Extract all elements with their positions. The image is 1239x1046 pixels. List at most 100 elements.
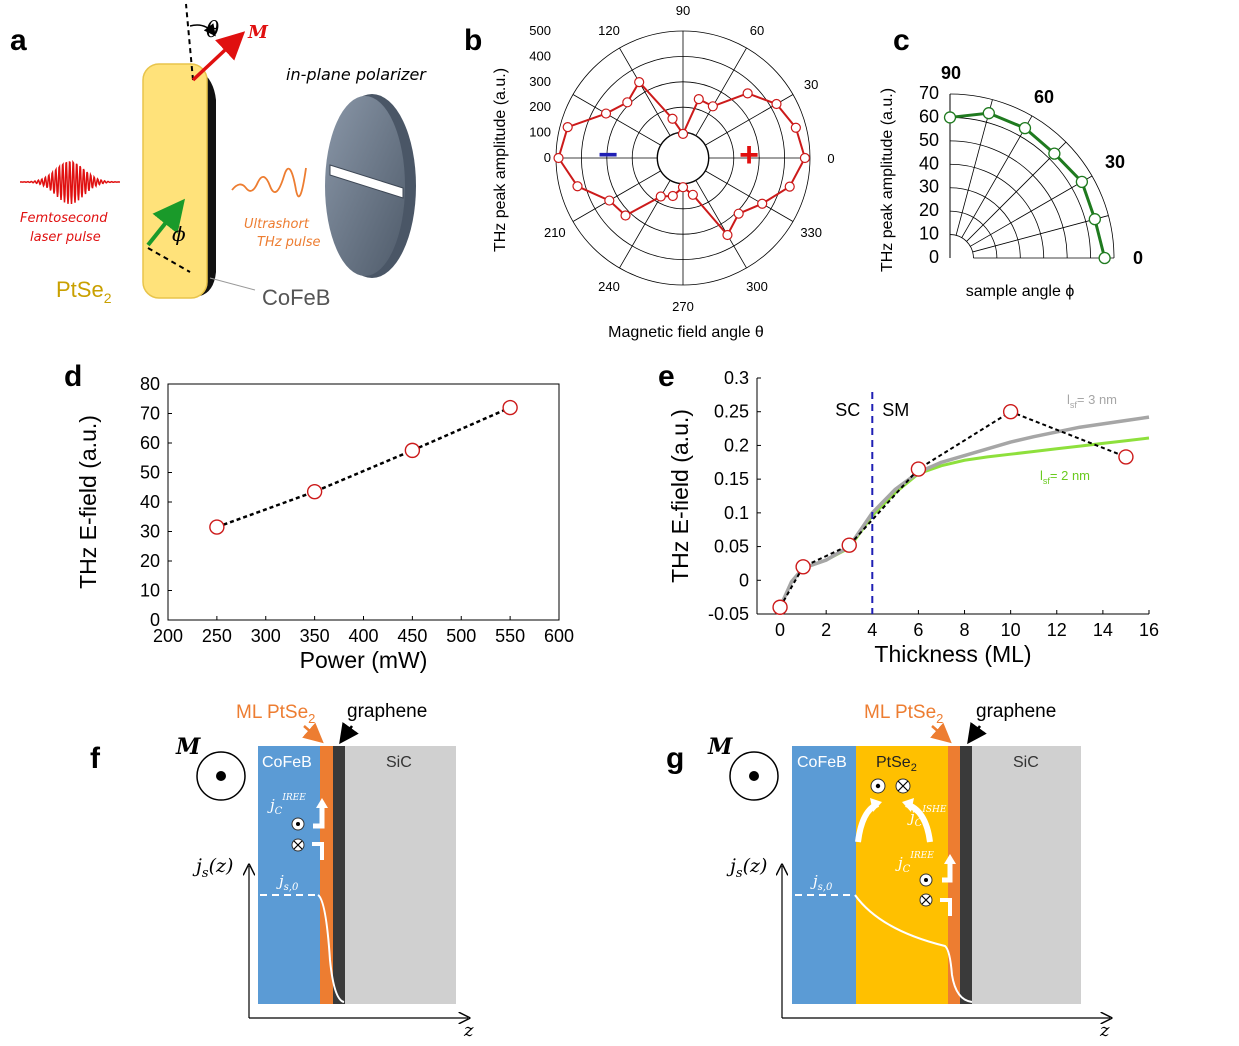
polar-chart-b: 0 30 60 90 120 210 240 270 300 330 0 100 200 300 400 50… (529, 3, 834, 314)
f-js-curve (317, 894, 345, 1003)
b-grid-spoke (572, 170, 661, 222)
b-grid-spoke (695, 180, 747, 269)
b-data-point (620, 210, 631, 221)
d-ylabel: THz E-field (a.u.) (75, 415, 101, 589)
d-series-line (216, 406, 511, 529)
b-grid-ring-inner (656, 131, 710, 185)
b-data-point (722, 229, 733, 241)
c-grid-spoke (961, 115, 1033, 238)
theta-arc (189, 23, 216, 37)
c-radial-tick: 0 (929, 247, 939, 267)
g-graphene-label: graphene (976, 701, 1056, 722)
e-data-point (795, 559, 811, 575)
b-data-point (604, 195, 615, 206)
plus-sign: + (739, 136, 759, 174)
e-lsf3-label: lsf= 3 nm (1067, 392, 1117, 410)
panel-a: a θ M ϕ Femtosecond laser pulse Ultrasho… (10, 3, 427, 310)
theta-label: θ (206, 18, 219, 43)
c-grid-spoke (970, 175, 1093, 247)
b-data-point (687, 189, 698, 200)
c-radial-tick: 40 (919, 153, 939, 173)
d-xtick-label: 200 (153, 626, 183, 646)
b-data-point (733, 208, 744, 219)
laser-pulse-icon (20, 159, 120, 204)
b-data-point (677, 182, 689, 193)
magnetization-arrow (191, 31, 246, 82)
e-ytick-label: -0.05 (708, 604, 749, 624)
b-data-point (634, 77, 645, 88)
chart-d: 200 250 300 350 400 450 500 550 600 0 10 20 30 40 50 60… (75, 374, 574, 673)
panel-e-label: e (658, 360, 675, 393)
g-js0-label: js,0 (810, 872, 833, 893)
thz-pulse-icon (231, 167, 307, 198)
b-radial-tick: 200 (529, 99, 551, 114)
d-ytick-label: 60 (140, 433, 160, 453)
ptse2-layer (142, 63, 208, 299)
d-data-point (209, 519, 225, 535)
g-iree-arrow-down (940, 898, 952, 916)
b-data-point (693, 94, 704, 105)
d-data-point (502, 399, 518, 416)
panel-a-label: a (10, 24, 27, 57)
b-radial-tick: 0 (544, 150, 551, 165)
b-angle-tick: 60 (750, 23, 764, 38)
polar-chart-c: 0 10 20 30 40 50 60 70 0 30 60 90 (919, 63, 1143, 268)
f-cofeb-layer (258, 746, 320, 1004)
d-ytick-label: 70 (140, 404, 160, 424)
c-radial-tick: 20 (919, 200, 939, 220)
f-iree-arrow-down (312, 842, 324, 860)
b-data-point (572, 181, 583, 192)
e-sc-label: SC (835, 400, 860, 420)
thz-label-2: THz pulse (257, 235, 321, 250)
c-ylabel: THz peak amplitude (a.u.) (879, 88, 896, 272)
phi-ref-line (147, 247, 191, 273)
d-xtick-label: 400 (348, 626, 378, 646)
d-xtick-label: 350 (300, 626, 330, 646)
b-ylabel: THz peak amplitude (a.u.) (492, 68, 509, 252)
b-series-line (557, 80, 806, 237)
b-angle-tick: 210 (544, 225, 566, 240)
g-jc-ishe-label: jCISHE (907, 805, 947, 829)
c-radial-tick: 50 (919, 130, 939, 150)
b-data-point (790, 122, 801, 133)
g-cofeb-layer (792, 746, 856, 1004)
laser-label-1: Femtosecond (20, 211, 108, 226)
e-ytick-label: 0.05 (714, 537, 749, 557)
c-data-point (1018, 121, 1032, 135)
e-xtick-label: 8 (960, 620, 970, 640)
g-ml-layer (948, 746, 960, 1004)
e-ytick-label: 0.1 (724, 503, 749, 523)
polarizer-slit (329, 164, 404, 199)
b-data-point (742, 88, 753, 99)
g-ptse2-label: PtSe2 (876, 754, 917, 774)
b-data-point (677, 128, 689, 139)
panel-b-label: b (464, 24, 482, 57)
f-cofeb-label: CoFeB (262, 754, 312, 771)
d-xtick-label: 250 (202, 626, 232, 646)
c-grid-spoke (966, 141, 1067, 242)
panel-f-label: f (90, 742, 101, 775)
c-data-point (943, 111, 957, 124)
b-angle-tick: 30 (804, 77, 818, 92)
d-data-point (404, 442, 421, 459)
c-data-point (982, 107, 995, 120)
b-data-point (667, 190, 678, 202)
g-js-label: js(z) (726, 855, 767, 881)
g-graphene-layer (960, 746, 972, 1004)
d-ytick-label: 50 (140, 463, 160, 483)
b-data-point (771, 98, 782, 110)
g-z-label: z (1099, 1020, 1110, 1041)
b-data-point (707, 101, 718, 112)
thz-label-1: Ultrashort (244, 217, 310, 232)
d-data-point (306, 483, 323, 500)
b-radial-tick: 100 (529, 125, 551, 140)
c-xlabel: sample angle ϕ (966, 283, 1075, 300)
e-data-point (1002, 404, 1019, 420)
d-xlabel: Power (mW) (300, 647, 428, 673)
cofeb-label: CoFeB (262, 285, 330, 310)
panel-g: g M CoFeB PtSe2 SiC ML PtSe2 graphene jC… (666, 701, 1110, 1041)
d-xtick-label: 300 (251, 626, 281, 646)
e-ytick-label: 0.3 (724, 368, 749, 388)
g-cofeb-label: CoFeB (797, 754, 847, 771)
b-grid-spoke (619, 47, 671, 136)
